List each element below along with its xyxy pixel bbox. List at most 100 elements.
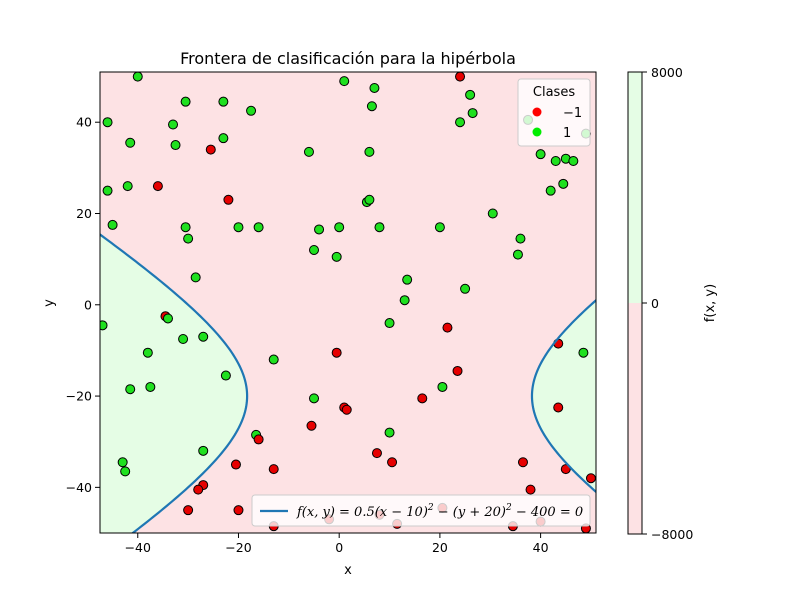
data-point-class-positive bbox=[145, 381, 156, 392]
data-point-class-positive bbox=[132, 72, 143, 82]
boundary-legend-label: f(x, y) = 0.5(x − 10)2 − (y + 20)2 − 400… bbox=[296, 503, 583, 520]
data-point-class-positive bbox=[268, 354, 279, 365]
data-point-class-negative bbox=[331, 347, 342, 358]
data-point-class-positive bbox=[364, 146, 375, 157]
colorbar-negative-segment bbox=[628, 303, 642, 534]
data-point-class-positive bbox=[369, 82, 380, 93]
positive-region-right bbox=[531, 300, 596, 492]
data-point-class-positive bbox=[218, 133, 229, 144]
data-point-class-positive bbox=[512, 249, 523, 260]
data-point-class-positive bbox=[384, 318, 395, 329]
data-point-class-positive bbox=[120, 466, 131, 477]
data-point-class-negative bbox=[341, 404, 352, 415]
data-point-class-positive bbox=[100, 320, 108, 331]
data-point-class-positive bbox=[437, 381, 448, 392]
data-point-class-negative bbox=[452, 365, 463, 376]
data-point-class-positive bbox=[384, 427, 395, 438]
x-tick-label: 40 bbox=[533, 540, 549, 555]
data-point-class-positive bbox=[218, 96, 229, 107]
data-point-class-positive bbox=[402, 274, 413, 285]
data-point-class-positive bbox=[198, 445, 209, 456]
boundary-label-part: f(x, y) = 0.5(x − 10) bbox=[296, 505, 428, 520]
data-point-class-positive bbox=[303, 146, 314, 157]
legend-label-positive: 1 bbox=[563, 126, 571, 141]
x-tick-label: 0 bbox=[335, 540, 343, 555]
data-point-class-negative bbox=[442, 322, 453, 333]
x-axis: −40 −20 0 20 40 bbox=[125, 533, 549, 555]
y-tick-label: −40 bbox=[66, 480, 92, 495]
data-point-class-positive bbox=[434, 222, 445, 233]
boundary-label-exponent: 2 bbox=[427, 503, 434, 513]
boundary-label-exponent: 2 bbox=[505, 503, 512, 513]
data-point-class-positive bbox=[198, 331, 209, 342]
boundary-label-part: − (y + 20) bbox=[434, 505, 506, 520]
data-point-class-negative bbox=[387, 457, 398, 468]
data-point-class-positive bbox=[467, 108, 478, 119]
data-point-class-positive bbox=[190, 272, 201, 283]
data-point-class-negative bbox=[233, 505, 244, 516]
data-point-class-positive bbox=[309, 245, 320, 256]
colorbar-tick-label: 8000 bbox=[651, 65, 683, 80]
data-point-class-negative bbox=[183, 505, 194, 516]
colorbar-positive-segment bbox=[628, 72, 642, 303]
legend-marker-positive bbox=[532, 127, 542, 137]
data-point-class-positive bbox=[487, 208, 498, 219]
colorbar-tick-label: 0 bbox=[651, 296, 659, 311]
y-tick-label: 40 bbox=[76, 115, 92, 130]
data-point-class-negative bbox=[517, 457, 528, 468]
data-point-class-negative bbox=[306, 420, 317, 431]
class-legend-title: Clases bbox=[533, 85, 575, 100]
y-tick-label: 20 bbox=[76, 206, 92, 221]
data-point-class-positive bbox=[558, 178, 569, 189]
x-axis-label: x bbox=[344, 563, 352, 578]
legend-marker-negative bbox=[532, 107, 542, 117]
data-point-class-negative bbox=[268, 464, 279, 475]
data-point-class-negative bbox=[371, 448, 382, 459]
data-point-class-positive bbox=[162, 313, 173, 324]
data-point-class-positive bbox=[364, 194, 375, 205]
legend-label-negative: −1 bbox=[563, 106, 582, 121]
data-point-class-negative bbox=[230, 459, 241, 470]
data-point-class-positive bbox=[460, 283, 471, 294]
data-point-class-positive bbox=[233, 222, 244, 233]
boundary-legend: f(x, y) = 0.5(x − 10)2 − (y + 20)2 − 400… bbox=[251, 494, 591, 527]
y-tick-label: 0 bbox=[84, 297, 92, 312]
data-point-class-negative bbox=[223, 194, 234, 205]
data-point-class-negative bbox=[553, 402, 564, 413]
data-point-class-positive bbox=[465, 89, 476, 100]
data-point-class-positive bbox=[339, 76, 350, 87]
chart-title: Frontera de clasificación para la hipérb… bbox=[180, 49, 516, 68]
data-point-class-positive bbox=[183, 233, 194, 244]
data-point-class-positive bbox=[170, 140, 181, 151]
data-point-class-positive bbox=[366, 101, 377, 112]
data-point-class-positive bbox=[246, 105, 257, 116]
data-point-class-positive bbox=[220, 370, 231, 381]
positive-region-left bbox=[100, 234, 248, 533]
data-point-class-positive bbox=[568, 156, 579, 167]
data-point-class-positive bbox=[125, 384, 136, 395]
data-point-class-positive bbox=[125, 137, 136, 148]
data-point-class-positive bbox=[309, 393, 320, 404]
class-legend: Clases −1 1 bbox=[517, 78, 591, 147]
data-point-class-positive bbox=[399, 295, 410, 306]
data-point-class-positive bbox=[331, 251, 342, 262]
colorbar-label: f(x, y) bbox=[703, 284, 718, 322]
data-point-class-positive bbox=[102, 185, 113, 196]
data-point-class-positive bbox=[168, 119, 179, 130]
data-point-class-positive bbox=[334, 222, 345, 233]
data-point-class-positive bbox=[122, 181, 133, 192]
data-point-class-positive bbox=[545, 185, 556, 196]
data-point-class-positive bbox=[142, 347, 153, 358]
data-point-class-negative bbox=[205, 144, 216, 155]
data-point-class-negative bbox=[525, 484, 536, 495]
data-point-class-positive bbox=[550, 156, 561, 167]
decision-boundary-right bbox=[530, 298, 596, 494]
data-point-class-positive bbox=[178, 334, 189, 345]
data-point-class-positive bbox=[374, 222, 385, 233]
data-point-class-positive bbox=[117, 457, 128, 468]
colorbar: 8000 0 −8000 f(x, y) bbox=[627, 65, 718, 542]
y-tick-label: −20 bbox=[66, 389, 92, 404]
data-point-class-negative bbox=[193, 484, 204, 495]
colorbar-tick-label: −8000 bbox=[651, 527, 693, 542]
